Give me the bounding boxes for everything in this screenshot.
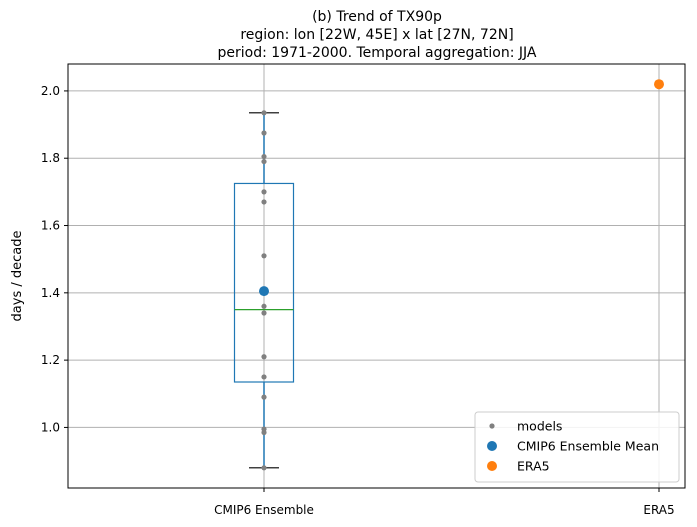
data-point-models [261,199,267,205]
data-point-models [261,354,267,360]
data-point-models [261,394,267,400]
legend-label: CMIP6 Ensemble Mean [517,439,659,454]
plot-frame [67,63,686,489]
data-point-models [261,310,267,316]
data-point-models [261,303,267,309]
data-point-models [261,158,267,165]
legend-marker [487,441,497,451]
legend-marker [487,461,497,471]
chart-title: (b) Trend of TX90p region: lon [22W, 45E… [218,9,537,61]
chart-title-line-2: region: lon [22W, 45E] x lat [27N, 72N] [240,27,513,43]
data-point-models [261,130,267,136]
legend-marker [489,423,495,429]
legend-label: ERA5 [517,459,550,474]
legend: models CMIP6 Ensemble Mean ERA5 [474,411,680,483]
data-point-models [261,374,267,380]
plot-data [233,79,664,471]
iqr-box [233,182,295,383]
y-tick-label: 1.6 [41,219,60,233]
y-tick-label: 1.8 [41,151,60,165]
y-tick-label: 1.0 [41,420,60,434]
data-point-models [261,189,267,195]
axes: 1.0 1.2 1.4 1.6 1.8 2.0 CMIP6 Ensemble ERA5 [41,84,675,517]
chart-title-line-3: period: 1971-2000. Temporal aggregation:… [218,45,537,61]
x-tick-label: CMIP6 Ensemble [214,503,314,517]
data-point-models [261,153,267,160]
data-point-models [261,253,267,259]
legend-label: models [517,419,562,434]
y-axis-label: days / decade [10,231,25,322]
x-tick-label: ERA5 [643,503,674,517]
chart-title-line-1: (b) Trend of TX90p [312,9,442,25]
y-tick-label: 1.4 [41,286,60,300]
data-point-era5 [654,79,664,90]
y-tick-label: 2.0 [41,84,60,98]
data-point-models [261,110,267,116]
data-point-cmip6-ensemble-mean [259,286,269,297]
y-tick-label: 1.2 [41,353,60,367]
data-point-models [261,426,267,432]
legend-frame [474,411,680,483]
data-point-models [261,465,267,471]
